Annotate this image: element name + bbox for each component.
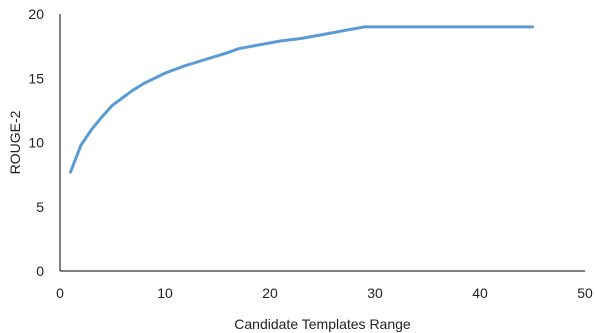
x-tick-label: 10	[157, 285, 173, 301]
x-tick-label: 40	[472, 285, 488, 301]
y-tick-label: 5	[36, 199, 44, 215]
x-tick-label: 0	[56, 285, 64, 301]
y-axis-ticks: 0 5 10 15 20	[28, 6, 44, 279]
series-line	[69, 25, 534, 174]
series-group	[69, 25, 534, 174]
y-tick-label: 20	[28, 6, 44, 22]
x-axis-ticks: 0 10 20 30 40 50	[56, 285, 593, 301]
y-tick-label: 0	[36, 263, 44, 279]
y-tick-label: 10	[28, 135, 44, 151]
x-tick-label: 30	[367, 285, 383, 301]
x-tick-label: 50	[577, 285, 593, 301]
y-tick-label: 15	[28, 70, 44, 86]
x-axis-title: Candidate Templates Range	[234, 316, 411, 332]
x-tick-label: 20	[262, 285, 278, 301]
y-axis-title: ROUGE-2	[7, 110, 23, 174]
